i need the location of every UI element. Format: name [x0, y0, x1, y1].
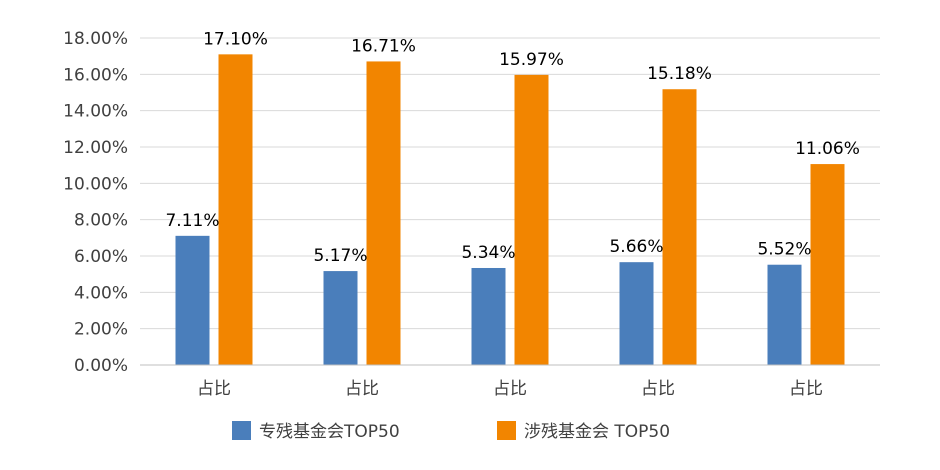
bar-series-2-category-4: [662, 89, 697, 365]
data-label-series-1-category-2: 5.17%: [313, 246, 367, 266]
data-labels: 7.11% 17.10% 5.17% 16.71% 5.34% 15.97% 5.66% 15…: [165, 29, 859, 266]
bar-series-1-category-4: [619, 262, 654, 365]
x-category-label: 占比: [789, 379, 823, 399]
y-tick-label: 14.00%: [63, 102, 128, 122]
y-tick-label: 8.00%: [74, 211, 128, 231]
data-label-series-2-category-5: 11.06%: [795, 139, 860, 159]
data-label-series-1-category-5: 5.52%: [757, 240, 811, 260]
legend: 专残基金会TOP50 涉残基金会 TOP50: [232, 421, 670, 442]
data-label-series-2-category-1: 17.10%: [203, 29, 268, 49]
x-category-label: 占比: [345, 379, 379, 399]
legend-swatch-series-1: [232, 421, 251, 440]
x-category-label: 占比: [197, 379, 231, 399]
legend-swatch-series-2: [497, 421, 516, 440]
gridlines: [140, 37, 880, 330]
legend-label-series-1: 专残基金会TOP50: [259, 422, 400, 442]
data-label-series-1-category-1: 7.11%: [165, 211, 219, 231]
bars: [175, 54, 845, 366]
y-tick-label: 10.00%: [63, 174, 128, 194]
x-category-label: 占比: [493, 379, 527, 399]
legend-label-series-2: 涉残基金会 TOP50: [524, 422, 670, 442]
y-tick-label: 6.00%: [74, 247, 128, 267]
x-axis-categories: 占比 占比 占比 占比 占比: [197, 379, 823, 399]
x-category-label: 占比: [641, 379, 675, 399]
bar-series-1-category-5: [767, 264, 802, 365]
bar-series-2-category-5: [810, 164, 845, 365]
legend-item-series-1: 专残基金会TOP50: [232, 421, 400, 442]
bar-series-2-category-1: [218, 54, 253, 365]
y-tick-label: 16.00%: [63, 65, 128, 85]
y-tick-label: 4.00%: [74, 283, 128, 303]
bar-series-2-category-2: [366, 61, 401, 366]
bar-series-1-category-2: [323, 271, 358, 365]
data-label-series-2-category-4: 15.18%: [647, 64, 712, 84]
y-tick-label: 0.00%: [74, 356, 128, 376]
bar-series-2-category-3: [514, 74, 549, 366]
y-tick-label: 18.00%: [63, 29, 128, 49]
data-label-series-2-category-3: 15.97%: [499, 50, 564, 70]
y-tick-label: 2.00%: [74, 320, 128, 340]
y-tick-label: 12.00%: [63, 138, 128, 158]
data-label-series-1-category-4: 5.66%: [609, 237, 663, 257]
data-label-series-2-category-2: 16.71%: [351, 36, 416, 56]
data-label-series-1-category-3: 5.34%: [461, 243, 515, 263]
bar-series-1-category-1: [175, 235, 210, 365]
legend-item-series-2: 涉残基金会 TOP50: [497, 421, 670, 442]
y-axis-ticks: 0.00% 2.00% 4.00% 6.00% 8.00% 10.00% 12.00% 14.…: [63, 29, 128, 376]
bar-series-1-category-3: [471, 267, 506, 365]
